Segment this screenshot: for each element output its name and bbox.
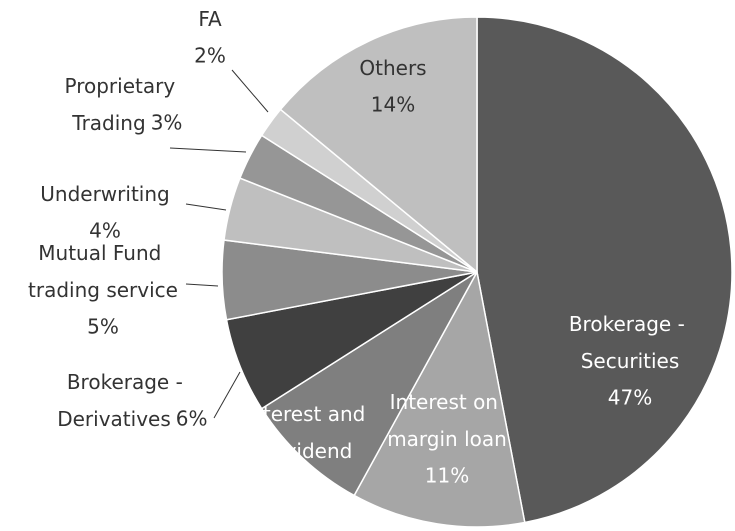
value-label: 11% — [425, 464, 469, 488]
leader-line — [169, 147, 247, 153]
value-label: 2% — [194, 44, 226, 68]
leader-line — [231, 69, 269, 113]
slice-label: FA — [198, 7, 222, 31]
value-label: 47% — [608, 386, 652, 410]
label-line: trading service — [28, 278, 178, 302]
label-line: Underwriting — [40, 182, 169, 206]
value-label: 4% — [89, 219, 121, 243]
label-line: Trading — [71, 111, 145, 135]
leader-line — [185, 283, 219, 287]
label-line: FA — [198, 7, 222, 31]
value-label: 3% — [151, 111, 183, 135]
pie-slice — [279, 16, 478, 274]
leader-line — [213, 371, 241, 419]
pie-slice — [476, 16, 733, 524]
value-label: 8% — [292, 476, 324, 500]
slice-label: Brokerage - Derivatives — [57, 370, 189, 431]
label-line: Brokerage - — [67, 370, 189, 394]
label-line: Derivatives — [57, 407, 171, 431]
slice-label: Interest and Dividend — [244, 402, 371, 463]
pie-slice — [353, 269, 526, 528]
slice-label: Interest on margin loan — [387, 390, 507, 451]
slice-label: Proprietary Trading — [64, 74, 181, 135]
slice-label: Brokerage - Securities — [569, 312, 691, 373]
label-line: Proprietary — [64, 74, 181, 98]
label-line: Interest and — [244, 402, 371, 426]
slice-label: Others — [359, 56, 426, 80]
label-line: Mutual Fund — [38, 241, 167, 265]
label-line: margin loan — [387, 427, 507, 451]
value-label: 14% — [371, 93, 415, 117]
slice-label: Mutual Fund trading service — [28, 241, 178, 302]
label-line: Securities — [581, 349, 680, 373]
label-line: Interest on — [390, 390, 505, 414]
value-label: 5% — [87, 315, 119, 339]
leader-line — [185, 203, 227, 211]
value-label: 6% — [176, 407, 208, 431]
pie-slice — [260, 271, 478, 497]
slice-label: Underwriting — [40, 182, 169, 206]
label-line: Brokerage - — [569, 312, 691, 336]
label-line: Others — [359, 56, 426, 80]
label-line: Dividend — [264, 439, 353, 463]
